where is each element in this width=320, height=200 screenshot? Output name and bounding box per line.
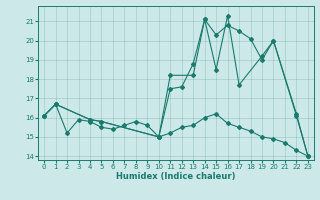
X-axis label: Humidex (Indice chaleur): Humidex (Indice chaleur) <box>116 172 236 181</box>
